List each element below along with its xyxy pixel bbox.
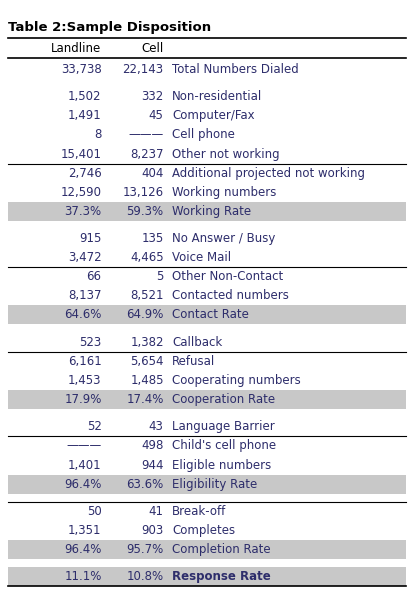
Text: Contact Rate: Contact Rate <box>172 309 249 321</box>
Text: 1,382: 1,382 <box>130 336 164 349</box>
Bar <box>8 202 406 221</box>
Text: 2,746: 2,746 <box>68 167 102 180</box>
Text: 404: 404 <box>141 167 164 180</box>
Text: Response Rate: Response Rate <box>172 570 271 583</box>
Text: 12,590: 12,590 <box>61 186 102 199</box>
Text: 498: 498 <box>141 439 164 453</box>
Text: Cell phone: Cell phone <box>172 128 235 141</box>
Text: 8,137: 8,137 <box>68 290 102 302</box>
Text: 13,126: 13,126 <box>122 186 164 199</box>
Text: 944: 944 <box>141 458 164 472</box>
Text: Completion Rate: Completion Rate <box>172 543 270 556</box>
Text: 332: 332 <box>141 90 164 103</box>
Text: 59.3%: 59.3% <box>127 205 164 218</box>
Text: 22,143: 22,143 <box>122 63 164 76</box>
Text: Child's cell phone: Child's cell phone <box>172 439 276 453</box>
Text: 66: 66 <box>87 270 102 283</box>
Text: 8: 8 <box>94 128 102 141</box>
Text: 95.7%: 95.7% <box>127 543 164 556</box>
Text: Non-residential: Non-residential <box>172 90 262 103</box>
Text: 96.4%: 96.4% <box>64 543 102 556</box>
Text: 523: 523 <box>79 336 102 349</box>
Text: Computer/Fax: Computer/Fax <box>172 109 255 122</box>
Text: 17.4%: 17.4% <box>126 393 164 406</box>
Text: Language Barrier: Language Barrier <box>172 420 275 433</box>
Text: 1,453: 1,453 <box>68 374 102 387</box>
Text: Refusal: Refusal <box>172 355 215 368</box>
Text: 4,465: 4,465 <box>130 251 164 264</box>
Text: 33,738: 33,738 <box>61 63 102 76</box>
Text: 11.1%: 11.1% <box>64 570 102 583</box>
Text: Other not working: Other not working <box>172 147 280 161</box>
Text: 3,472: 3,472 <box>68 251 102 264</box>
Text: Voice Mail: Voice Mail <box>172 251 231 264</box>
Text: 5: 5 <box>156 270 164 283</box>
Text: ———: ——— <box>128 128 164 141</box>
Text: 45: 45 <box>149 109 164 122</box>
Text: 43: 43 <box>149 420 164 433</box>
Bar <box>8 567 406 586</box>
Text: Cell: Cell <box>141 42 164 55</box>
Text: 915: 915 <box>79 232 102 245</box>
Text: 6,161: 6,161 <box>68 355 102 368</box>
Text: 37.3%: 37.3% <box>64 205 102 218</box>
Text: 1,401: 1,401 <box>68 458 102 472</box>
Text: Contacted numbers: Contacted numbers <box>172 290 289 302</box>
Text: 64.9%: 64.9% <box>126 309 164 321</box>
Text: Table 2:Sample Disposition: Table 2:Sample Disposition <box>8 21 212 34</box>
Text: 52: 52 <box>87 420 102 433</box>
Bar <box>8 390 406 409</box>
Text: 903: 903 <box>141 524 164 537</box>
Text: Callback: Callback <box>172 336 222 349</box>
Text: 135: 135 <box>141 232 164 245</box>
Text: Landline: Landline <box>51 42 102 55</box>
Text: 10.8%: 10.8% <box>127 570 164 583</box>
Bar <box>8 475 406 494</box>
Text: 41: 41 <box>149 505 164 518</box>
Text: Working numbers: Working numbers <box>172 186 276 199</box>
Text: Other Non-Contact: Other Non-Contact <box>172 270 283 283</box>
Text: 50: 50 <box>87 505 102 518</box>
Text: 8,521: 8,521 <box>130 290 164 302</box>
Text: Additional projected not working: Additional projected not working <box>172 167 365 180</box>
Text: 64.6%: 64.6% <box>64 309 102 321</box>
Text: 1,351: 1,351 <box>68 524 102 537</box>
Text: No Answer / Busy: No Answer / Busy <box>172 232 275 245</box>
Text: Eligible numbers: Eligible numbers <box>172 458 271 472</box>
Text: 1,491: 1,491 <box>68 109 102 122</box>
Text: 17.9%: 17.9% <box>64 393 102 406</box>
Bar <box>8 540 406 559</box>
Bar <box>8 306 406 324</box>
Text: 5,654: 5,654 <box>130 355 164 368</box>
Text: Eligibility Rate: Eligibility Rate <box>172 478 257 491</box>
Text: Working Rate: Working Rate <box>172 205 251 218</box>
Text: 8,237: 8,237 <box>130 147 164 161</box>
Text: Cooperation Rate: Cooperation Rate <box>172 393 275 406</box>
Text: 15,401: 15,401 <box>61 147 102 161</box>
Text: Completes: Completes <box>172 524 235 537</box>
Text: Total Numbers Dialed: Total Numbers Dialed <box>172 63 299 76</box>
Text: 1,485: 1,485 <box>130 374 164 387</box>
Text: 96.4%: 96.4% <box>64 478 102 491</box>
Text: Cooperating numbers: Cooperating numbers <box>172 374 301 387</box>
Text: ———: ——— <box>66 439 102 453</box>
Text: Break-off: Break-off <box>172 505 226 518</box>
Text: 1,502: 1,502 <box>68 90 102 103</box>
Text: 63.6%: 63.6% <box>127 478 164 491</box>
